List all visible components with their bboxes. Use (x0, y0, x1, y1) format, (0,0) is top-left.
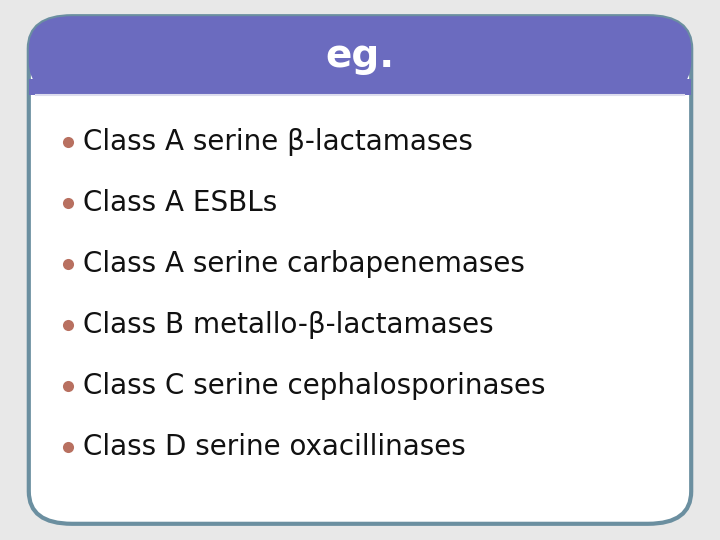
Text: eg.: eg. (325, 37, 395, 75)
Text: Class C serine cephalosporinases: Class C serine cephalosporinases (83, 372, 545, 400)
Text: Class A serine carbapenemases: Class A serine carbapenemases (83, 250, 525, 278)
FancyBboxPatch shape (29, 16, 691, 95)
Text: Class D serine oxacillinases: Class D serine oxacillinases (83, 433, 466, 461)
Text: Class B metallo-β-lactamases: Class B metallo-β-lactamases (83, 311, 493, 339)
Text: Class A ESBLs: Class A ESBLs (83, 190, 277, 217)
Bar (29, 79, 691, 95)
FancyBboxPatch shape (29, 16, 691, 524)
Text: Class A serine β-lactamases: Class A serine β-lactamases (83, 129, 472, 156)
